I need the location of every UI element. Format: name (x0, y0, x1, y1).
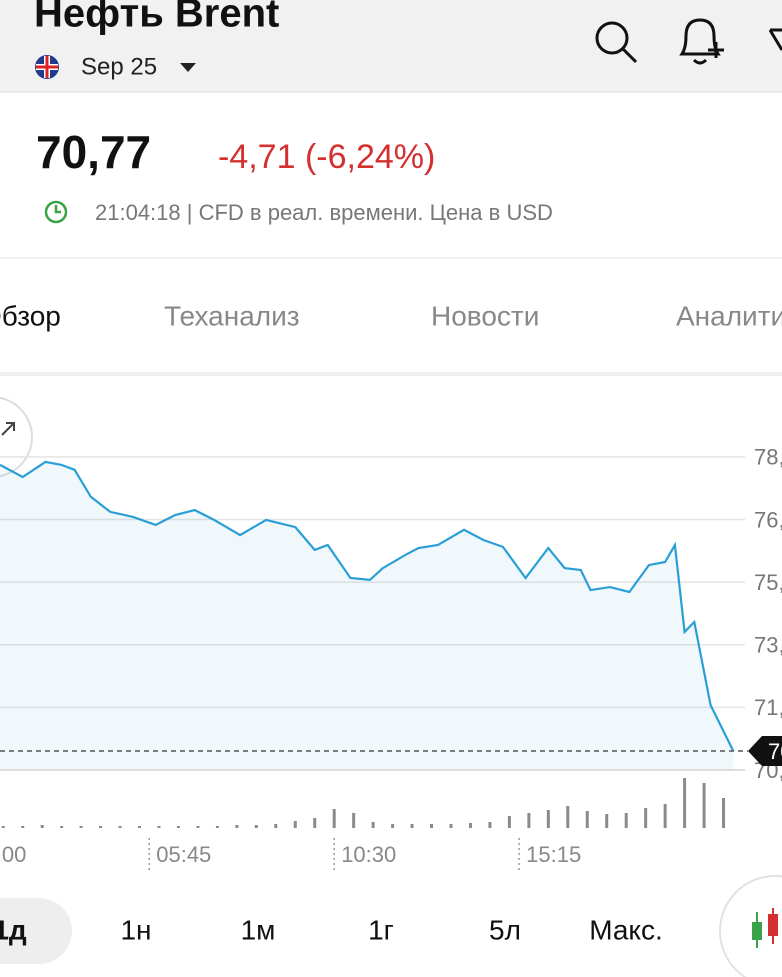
volume-bar (79, 826, 83, 828)
volume-bar (176, 826, 180, 828)
price-status: 21:04:18 | CFD в реал. времени. Цена в U… (95, 200, 553, 225)
volume-bar (546, 810, 550, 828)
volume-bar (332, 809, 336, 828)
header-bg (0, 0, 782, 92)
y-tick-label: 71,70 (754, 695, 782, 720)
range-button-active[interactable]: 1д (0, 914, 27, 945)
chart-type-button[interactable] (719, 875, 782, 977)
volume-bar (527, 813, 531, 828)
volume-bar (274, 824, 278, 828)
volume-bar (138, 826, 142, 828)
volume-bar (468, 823, 472, 828)
last-price-tag (748, 736, 782, 767)
volume-bar (254, 825, 258, 828)
volume-bar (430, 824, 434, 828)
last-price-tag-label: 70,77 (768, 739, 782, 764)
volume-bar (60, 826, 64, 828)
candle-icon[interactable] (752, 908, 778, 948)
tab-pointer (0, 360, 24, 370)
x-tick-label: 05:45 (156, 842, 211, 867)
volume-bar (391, 824, 395, 828)
tab-active[interactable]: Обзор (0, 300, 61, 331)
volume-bar (605, 814, 609, 828)
volume-bar (40, 825, 44, 828)
search-icon[interactable] (595, 21, 638, 64)
alert-icon[interactable] (679, 18, 724, 65)
volume-bar (644, 808, 648, 828)
volume-bar (215, 826, 219, 828)
volume-bar (566, 806, 570, 828)
volume-bar (371, 822, 375, 828)
range-selected-bg (0, 898, 72, 964)
area-fill (0, 461, 734, 770)
volume-bar (488, 822, 492, 828)
dropdown-arrow[interactable] (180, 63, 196, 72)
volume-bar (235, 825, 239, 828)
volume-bar (293, 821, 297, 828)
y-tick-label: 73,35 (754, 633, 782, 658)
volume-bar (507, 816, 511, 828)
more-icon[interactable] (768, 28, 782, 51)
range-button[interactable]: 5л (489, 914, 521, 945)
volume-bar (21, 826, 25, 828)
tab[interactable]: Теханализ (164, 300, 300, 331)
instrument-title: Нефть Brent (34, 0, 279, 36)
clock-icon (44, 200, 68, 224)
x-tick-label: 15:15 (526, 842, 581, 867)
expand-icon[interactable] (1, 422, 15, 436)
volume-bar (722, 798, 726, 828)
x-tick-label: 10:30 (341, 842, 396, 867)
last-price: 70,77 (36, 126, 151, 178)
volume-bar (702, 783, 706, 828)
volume-bar (1, 826, 5, 828)
volume-bar (157, 826, 161, 828)
y-tick-label: 76,65 (754, 507, 782, 532)
volume-bar (663, 804, 667, 828)
price-line (0, 460, 735, 752)
uk-flag (35, 55, 59, 79)
contract-selector[interactable]: Sep 25 (81, 53, 157, 80)
y-tick-label: 75,00 (754, 570, 782, 595)
volume-bar (352, 813, 356, 828)
volume-bar (313, 818, 317, 828)
volume-bar (585, 811, 589, 828)
range-button[interactable]: Макс. (589, 914, 663, 945)
y-tick-label: 78,30 (754, 445, 782, 470)
volume-bar (118, 826, 122, 828)
volume-bar (99, 826, 103, 828)
x-tick-label: 01:00 (0, 842, 26, 867)
tab-shadow (0, 372, 782, 376)
expand-button[interactable] (0, 396, 33, 478)
price-change: -4,71 (-6,24%) (218, 138, 435, 176)
range-button[interactable]: 1г (368, 914, 394, 945)
volume-bar (449, 824, 453, 828)
volume-bar (196, 826, 200, 828)
tab[interactable]: Аналитика (676, 300, 782, 331)
range-button[interactable]: 1н (120, 914, 151, 945)
range-button[interactable]: 1м (241, 914, 276, 945)
volume-bar (683, 778, 687, 828)
volume-bar (410, 824, 414, 828)
volume-bar (624, 813, 628, 828)
tab[interactable]: Новости (431, 300, 539, 331)
